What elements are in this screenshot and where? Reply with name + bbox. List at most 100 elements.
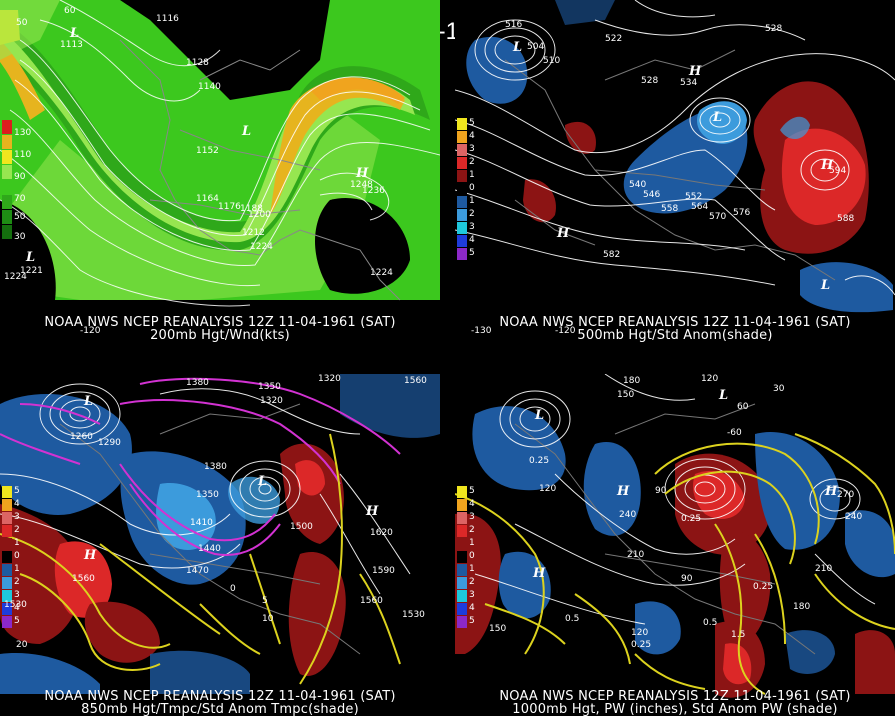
contour-label: 1.5: [731, 630, 746, 640]
contour-label: 1200: [248, 210, 271, 220]
contour-label: 1500: [290, 522, 313, 532]
legend-swatch: [457, 157, 467, 169]
contour-label: 180: [623, 376, 641, 386]
contour-label: 1560: [404, 376, 427, 386]
legend-label: 5: [469, 616, 475, 626]
legend-label: 3: [469, 590, 475, 600]
contour-label: 528: [765, 24, 783, 34]
legend-swatch: [457, 209, 467, 221]
legend-label: 5: [469, 248, 475, 258]
low-center-marker: L: [713, 110, 723, 125]
legend-label: 1: [469, 538, 475, 548]
high-center-marker: H: [84, 548, 97, 563]
contour-label: 552: [685, 192, 703, 202]
legend-swatch: [457, 603, 467, 615]
contour-label: 0.25: [681, 514, 702, 524]
contour-label: 1440: [198, 544, 221, 554]
contour-label: 20: [16, 640, 28, 650]
legend-swatch: [457, 499, 467, 511]
legend-label: 3: [14, 512, 20, 522]
contour-label: 240: [845, 512, 863, 522]
legend-label: 2: [14, 525, 20, 535]
legend-label: 3: [469, 512, 475, 522]
contour-label: 0.5: [565, 614, 580, 624]
contour-label: 150: [617, 390, 635, 400]
legend-swatch: [2, 512, 12, 524]
contour-label: 120: [539, 484, 557, 494]
contour-label: 510: [543, 56, 561, 66]
contour-label: 540: [629, 180, 647, 190]
legend-pw-anomaly: 5 4 3 2 1 0 1 2 3 4 5: [457, 486, 475, 629]
legend-swatch: [2, 603, 12, 615]
legend-label: 4: [14, 499, 20, 509]
contour-label: 1176: [218, 202, 241, 212]
legend-temp-anomaly: 5 4 3 2 1 0 1 2 3 4 5: [2, 486, 20, 629]
high-center-marker: H: [557, 226, 570, 241]
legend-label: 0: [14, 551, 20, 561]
contour-label: 1236: [362, 186, 385, 196]
contour-label: 0.25: [631, 640, 652, 650]
contour-label: 1164: [196, 194, 219, 204]
contour-label: 1224: [250, 242, 273, 252]
legend-swatch: [457, 551, 467, 563]
legend-wind: 130 110 90 70 50 30: [2, 120, 31, 242]
high-center-marker: H: [366, 504, 379, 519]
map-1000mb-pw: [455, 374, 895, 716]
contour-label: 1248: [350, 180, 373, 190]
contour-label: 10: [262, 614, 274, 624]
contour-label: 1410: [190, 518, 213, 528]
legend-swatch: [457, 235, 467, 247]
legend-swatch: [457, 118, 467, 130]
legend-label: 4: [469, 603, 475, 613]
low-center-marker: L: [26, 250, 36, 265]
legend-label: 2: [469, 209, 475, 219]
low-center-marker: L: [258, 474, 268, 489]
legend-swatch: [457, 486, 467, 498]
contour-label: 0.5: [703, 618, 718, 628]
contour-label: 210: [815, 564, 833, 574]
legend-swatch: [457, 196, 467, 208]
contour-label: 0: [230, 584, 236, 594]
contour-label: 1221: [20, 266, 43, 276]
legend-swatch: [2, 150, 12, 164]
legend-anomaly: 5 4 3 2 1 0 1 2 3 4 5: [457, 118, 475, 261]
legend-swatch: [2, 180, 12, 194]
legend-label: 2: [469, 577, 475, 587]
legend-label: 1: [469, 564, 475, 574]
contour-label: 570: [709, 212, 727, 222]
legend-label: 1: [469, 196, 475, 206]
legend-swatch: [457, 144, 467, 156]
legend-label: 4: [14, 603, 20, 613]
legend-swatch: [457, 577, 467, 589]
contour-label: 564: [691, 202, 709, 212]
legend-label: 1: [469, 170, 475, 180]
panel-500mb: 5 4 3 2 1 0 1 2 3 4 5 516 522 528 534 54…: [455, 0, 895, 342]
panel-caption-source: NOAA NWS NCEP REANALYSIS 12Z 11-04-1961 …: [44, 689, 396, 704]
legend-swatch: [457, 564, 467, 576]
contour-label: 1350: [258, 382, 281, 392]
contour-label: 210: [627, 550, 645, 560]
legend-label: 4: [469, 499, 475, 509]
map-500mb: [455, 0, 895, 342]
legend-label: 4: [469, 131, 475, 141]
contour-label: 1350: [196, 490, 219, 500]
contour-label: 1560: [360, 596, 383, 606]
panel-1000mb-pw: 5 4 3 2 1 0 1 2 3 4 5 180 150 120 60 30 …: [455, 374, 895, 716]
contour-label: 504: [527, 42, 545, 52]
legend-label: 2: [469, 157, 475, 167]
contour-label: 582: [603, 250, 621, 260]
legend-label: 5: [469, 486, 475, 496]
contour-label: 150: [489, 624, 507, 634]
contour-label: 0.25: [753, 582, 774, 592]
high-center-marker: H: [825, 484, 838, 499]
high-center-marker: H: [533, 566, 546, 581]
legend-label: 5: [469, 118, 475, 128]
contour-label: 90: [655, 486, 667, 496]
contour-label: 1560: [72, 574, 95, 584]
contour-label: 180: [793, 602, 811, 612]
legend-label: 30: [14, 232, 26, 242]
legend-swatch: [457, 248, 467, 260]
legend-label: 3: [469, 144, 475, 154]
legend-label: 0: [469, 551, 475, 561]
panel-caption-source: NOAA NWS NCEP REANALYSIS 12Z 11-04-1961 …: [499, 689, 851, 704]
